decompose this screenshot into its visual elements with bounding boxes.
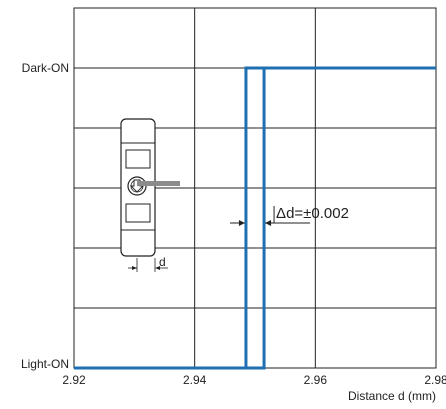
sensor-window-top [125, 149, 151, 169]
sensor-window-bottom [125, 203, 151, 223]
x-tick-label: 2.94 [183, 373, 207, 387]
x-tick-label: 2.92 [62, 373, 86, 387]
sensor-object-bar [137, 181, 180, 186]
y-tick-label-dark-on: Dark-ON [22, 61, 69, 75]
y-tick-labels: Dark-ON Light-ON [21, 61, 69, 371]
inset-d-label: d [159, 255, 166, 269]
x-tick-label: 2.98 [424, 373, 446, 387]
delta-annotation: Δd=±0.002 [229, 205, 349, 226]
sensor-inset: d [120, 118, 180, 272]
series-group [74, 66, 436, 370]
annotation-arrow-right-icon [265, 220, 272, 226]
x-tick-labels: 2.92 2.94 2.96 2.98 [62, 373, 446, 387]
x-axis-label: Distance d (mm) [348, 389, 436, 403]
y-tick-label-light-on: Light-ON [21, 357, 69, 371]
x-tick-label: 2.96 [304, 373, 328, 387]
series-line-2 [74, 66, 436, 370]
annotation-arrow-left-icon [238, 220, 245, 226]
annotation-label: Δd=±0.002 [276, 205, 349, 222]
